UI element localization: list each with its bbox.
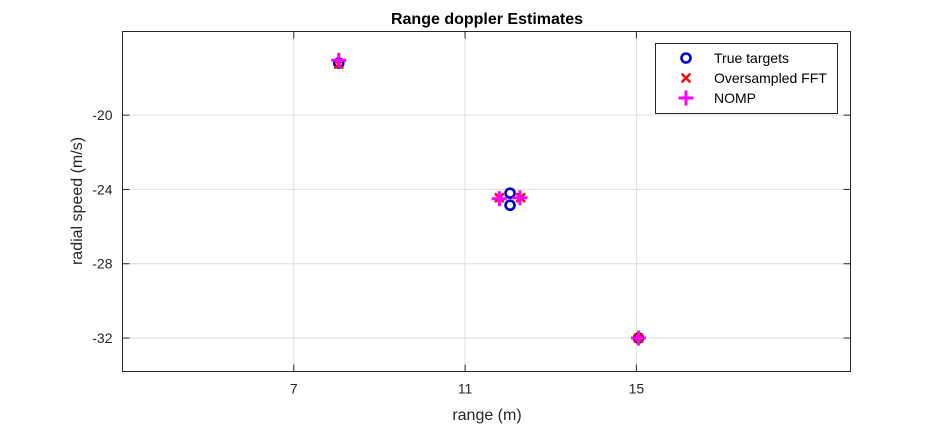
x-tick-label: 15 xyxy=(629,381,645,397)
y-tick-label: -20 xyxy=(92,107,112,123)
x-axis-label: range (m) xyxy=(452,407,521,424)
data-point-nomp xyxy=(491,191,507,207)
data-markers xyxy=(331,52,647,346)
legend-symbols xyxy=(678,52,694,106)
data-point-nomp xyxy=(512,190,528,206)
legend-symbol-true-targets xyxy=(680,52,692,64)
legend-symbol-oversampled-fft-stroke-b xyxy=(681,73,691,83)
x-tick-label: 11 xyxy=(458,381,473,397)
legend-symbol-oversampled-fft xyxy=(681,73,691,83)
grid xyxy=(122,31,851,372)
y-tick-label: -32 xyxy=(92,330,112,346)
data-point-nomp xyxy=(331,52,347,68)
axis-ticks: 7 11 15 -20 -24 -28 -32 xyxy=(92,31,851,397)
legend-entry-oversampled-fft: Oversampled FFT xyxy=(714,70,827,86)
chart-title: Range doppler Estimates xyxy=(391,11,583,28)
data-point-true-targets xyxy=(504,187,516,199)
data-point-true-targets xyxy=(504,199,516,212)
y-tick-label: -24 xyxy=(92,181,112,197)
data-point-nomp xyxy=(631,330,647,346)
legend-entry-true-targets: True targets xyxy=(714,50,789,66)
x-tick-label: 7 xyxy=(290,381,298,397)
plot-area-border xyxy=(122,31,851,372)
legend-symbol-nomp xyxy=(678,90,694,106)
y-tick-label: -28 xyxy=(92,256,112,272)
y-axis-label: radial speed (m/s) xyxy=(69,137,86,265)
legend-entry-nomp: NOMP xyxy=(714,90,756,106)
legend: True targets Oversampled FFT NOMP xyxy=(655,43,838,114)
